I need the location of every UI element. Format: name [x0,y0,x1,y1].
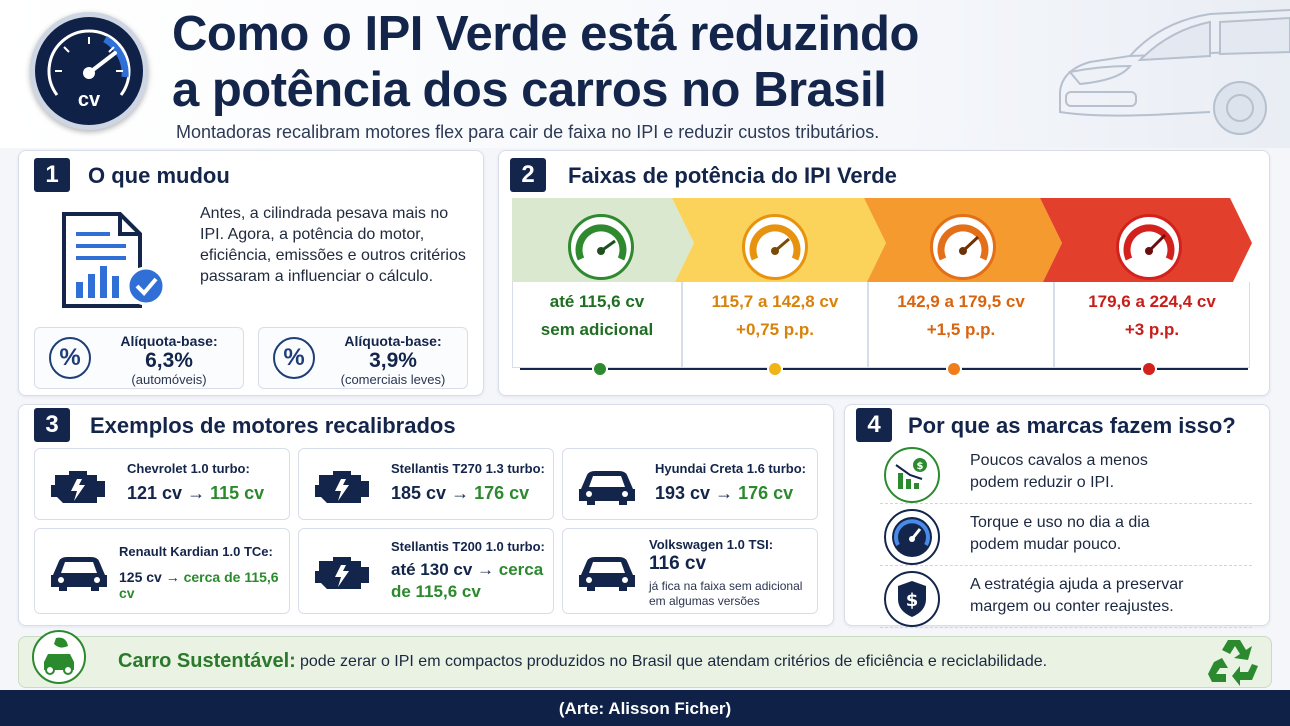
section-number-4: 4 [856,408,892,442]
rate-label: Alíquota-base: [344,333,442,349]
example-power: 125 cv → cerca de 115,6 cv [119,569,279,601]
reason-row: Torque e uso no dia a dia podem mudar pou… [880,504,1252,566]
reason-text: Torque e uso no dia a dia podem mudar pou… [970,514,1150,553]
page-subtitle: Montadoras recalibram motores flex para … [176,122,880,142]
section-number-2: 2 [510,158,546,192]
band-box-4: 179,6 a 224,4 cv +3 p.p. [1054,282,1250,368]
example-name: Renault Kardian 1.0 TCe: [119,544,273,559]
rate-sub: (automóveis) [131,372,207,387]
example-power: 121 cv → 115 cv [127,483,265,503]
section-title-4: Por que as marcas fazem isso? [908,413,1236,438]
example-name: Stellantis T270 1.3 turbo: [391,461,545,476]
example-renault-kardian: Renault Kardian 1.0 TCe: 125 cv → cerca … [34,528,290,614]
art-credit: (Arte: Alisson Ficher) [558,699,732,718]
car-icon [51,557,107,591]
example-chevrolet: Chevrolet 1.0 turbo: 121 cv → 115 cv [34,448,290,520]
section-title-1: O que mudou [88,163,230,188]
band-gauge-icon-red [1116,214,1182,280]
band-gauge-icon-yellow [742,214,808,280]
footer: (Arte: Alisson Ficher) [0,690,1290,726]
engine-icon [51,471,105,503]
dollar-shield-icon: $ [884,571,940,627]
reason-row: $ A estratégia ajuda a preservar margem o… [880,566,1252,628]
engine-icon [315,471,369,503]
band-marker-yellow [767,361,783,377]
band-box-3: 142,9 a 179,5 cv +1,5 p.p. [868,282,1054,368]
reason-text: Poucos cavalos a menos podem reduzir o IP… [970,452,1148,491]
band-gauge-icon-green [568,214,634,280]
engine-icon [315,557,369,589]
band-range: 115,7 a 142,8 cv [711,292,839,311]
document-chart-icon [62,212,166,308]
sustainable-title: Carro Sustentável: [118,650,296,672]
percent-icon: % [49,337,91,379]
gauge-cv-label: cv [77,89,101,111]
example-power: 185 cv → 176 cv [391,483,530,503]
example-name: Chevrolet 1.0 turbo: [127,461,250,476]
example-stellantis-t270: Stellantis T270 1.3 turbo: 185 cv → 176 … [298,448,554,520]
rate-card-comerciais: % Alíquota-base: 3,9% (comerciais leves) [258,327,468,389]
page-title: Como o IPI Verde está reduzindo a potênc… [172,6,919,118]
example-name: Stellantis T200 1.0 turbo: [391,539,545,554]
example-stellantis-t200: Stellantis T200 1.0 turbo: até 130 cv → … [298,528,554,614]
section-title-3: Exemplos de motores recalibrados [90,413,456,438]
reason-text: A estratégia ajuda a preservar margem ou … [970,576,1184,615]
band-additional: sem adicional [540,320,654,339]
band-range: até 115,6 cv [549,292,645,311]
header: cv Como o IPI Verde está reduzindo a pot… [0,0,1290,148]
rate-label: Alíquota-base: [120,333,218,349]
band-additional: +1,5 p.p. [926,320,996,339]
rate-value: 3,9% [369,349,417,372]
speedometer-icon [884,509,940,565]
car-icon [579,471,635,505]
money-chart-icon: $ [884,447,940,503]
eco-car-icon [32,630,86,684]
section-number-3: 3 [34,408,70,442]
band-marker-red [1141,361,1157,377]
example-power: 116 cv [649,553,707,574]
band-marker-green [592,361,608,377]
example-volkswagen-tsi: Volkswagen 1.0 TSI: 116 cv já fica na fa… [562,528,818,614]
sustainable-banner [18,636,1272,688]
title-line-1: Como o IPI Verde está reduzindo [172,7,919,61]
example-note: já fica na faixa sem adicional em algumas… [649,579,803,608]
example-name: Volkswagen 1.0 TSI: [649,537,774,552]
band-additional: +3 p.p. [1124,320,1180,339]
car-icon [579,557,635,591]
percent-icon: % [273,337,315,379]
speedometer-logo-icon: cv [30,12,148,130]
rate-sub: (comerciais leves) [340,372,446,387]
rate-card-automoveis: % Alíquota-base: 6,3% (automóveis) [34,327,244,389]
example-name: Hyundai Creta 1.6 turbo: [655,461,806,476]
recycle-icon [1208,640,1258,686]
band-axis-line [520,368,1248,370]
band-gauge-icon-orange [930,214,996,280]
reason-row: $ Poucos cavalos a menos podem reduzir o … [880,442,1252,504]
band-box-2: 115,7 a 142,8 cv +0,75 p.p. [682,282,868,368]
band-marker-orange [946,361,962,377]
example-power: 193 cv → 176 cv [655,483,794,503]
svg-text:$: $ [917,461,924,472]
rate-value: 6,3% [145,349,193,372]
what-changed-text: Antes, a cilindrada pesava mais no IPI. … [200,205,466,285]
example-hyundai-creta: Hyundai Creta 1.6 turbo: 193 cv → 176 cv [562,448,818,520]
band-range: 142,9 a 179,5 cv [897,292,1025,311]
car-illustration-icon [1059,9,1290,135]
svg-text:$: $ [906,590,919,611]
example-power: até 130 cv → cerca de 115,6 cv [391,560,544,601]
section-number-1: 1 [34,158,70,192]
band-box-1: até 115,6 cv sem adicional [512,282,682,368]
title-line-2: a potência dos carros no Brasil [172,63,887,117]
sustainable-text: pode zerar o IPI em compactos produzidos… [300,653,1048,670]
band-additional: +0,75 p.p. [736,320,814,339]
section-title-2: Faixas de potência do IPI Verde [568,163,897,188]
band-range: 179,6 a 224,4 cv [1088,292,1216,311]
